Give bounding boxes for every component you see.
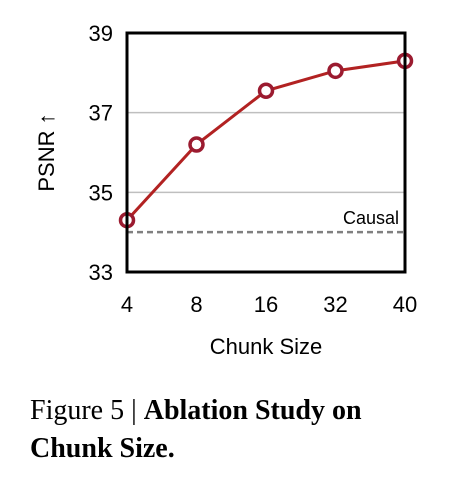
y-tick-label-37: 37 (89, 101, 113, 126)
y-tick-label-35: 35 (89, 180, 113, 205)
grid-lines (127, 32, 405, 273)
x-tick-label-8: 8 (190, 292, 202, 317)
y-tick-label-39: 39 (89, 21, 113, 46)
data-point-16 (257, 82, 275, 100)
plot-frame (125, 31, 407, 274)
causal-label: Causal (343, 208, 399, 228)
figure-number: Figure 5 | (30, 395, 144, 426)
psnr-chart: Causal 33 35 37 39 4 8 16 32 40 Chunk Size PSNR… (34, 21, 417, 359)
data-point-32 (327, 62, 344, 80)
data-point-8 (188, 136, 205, 153)
x-tick-label-4: 4 (121, 292, 133, 317)
x-tick-label-40: 40 (393, 292, 417, 317)
figure-caption: Figure 5 | Ablation Study on Chunk Size. (30, 392, 450, 468)
figure-title: Ablation Study on Chunk Size. (30, 395, 362, 464)
reference-line-group: Causal (127, 208, 405, 234)
x-tick-labels: 4 8 16 32 40 (121, 292, 417, 317)
y-tick-label-33: 33 (89, 260, 113, 285)
x-tick-label-16: 16 (254, 292, 278, 317)
y-axis-label: PSNR ↑ (34, 113, 59, 191)
y-tick-labels: 33 35 37 39 (89, 21, 113, 285)
series-group (118, 52, 414, 229)
x-tick-label-32: 32 (323, 292, 347, 317)
x-axis-label: Chunk Size (210, 334, 323, 359)
